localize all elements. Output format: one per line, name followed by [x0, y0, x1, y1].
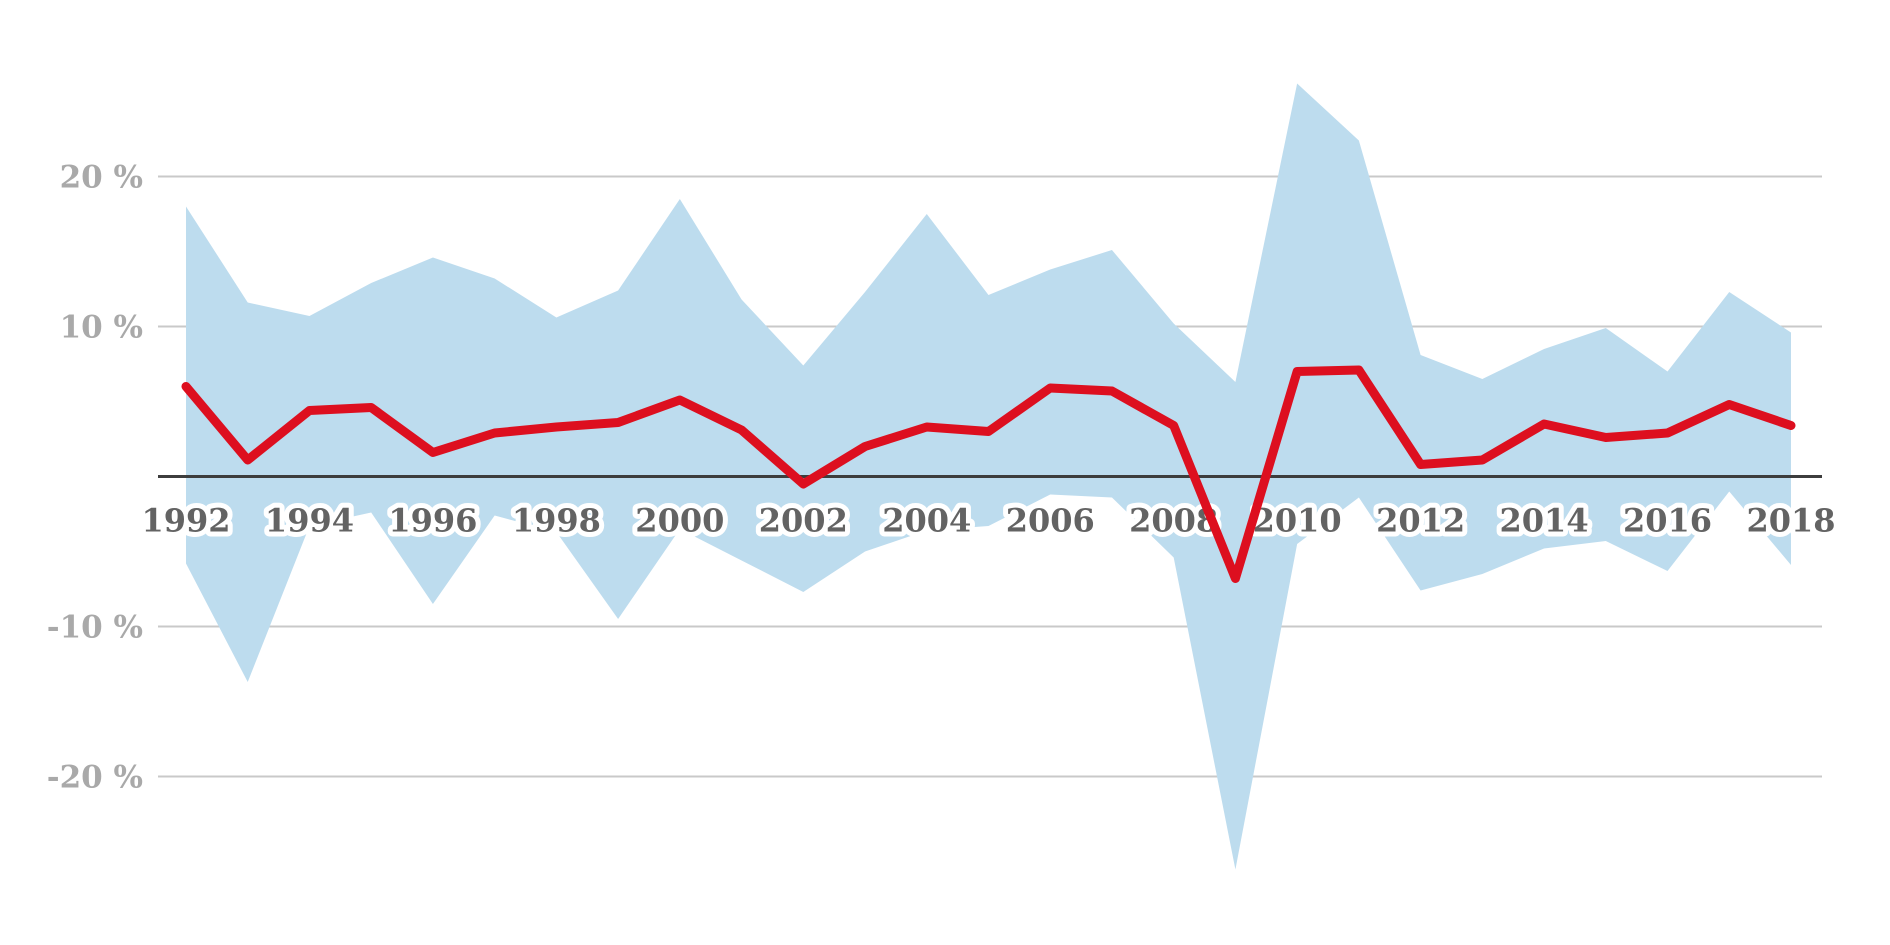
- value-line: [181, 365, 1796, 583]
- x-tick-label-2014: 2014: [1500, 502, 1589, 540]
- x-tick-label-1992: 1992: [141, 502, 230, 540]
- y-tick-label--20: -20 %: [47, 760, 143, 796]
- x-tick-label-2008: 2008: [1129, 502, 1218, 540]
- y-tick-label--10: -10 %: [47, 610, 143, 646]
- x-tick-label-1998: 1998: [512, 502, 601, 540]
- x-tick-label-2002: 2002: [759, 502, 848, 540]
- x-tick-label-2000: 2000: [635, 502, 724, 540]
- y-tick-label-10: 10 %: [60, 310, 143, 346]
- y-tick-label-20: 20 %: [60, 160, 143, 196]
- x-tick-label-1996: 1996: [388, 502, 477, 540]
- x-tick-label-2010: 2010: [1253, 502, 1342, 540]
- x-tick-label-2012: 2012: [1376, 502, 1465, 540]
- x-tick-label-2006: 2006: [1006, 502, 1095, 540]
- x-tick-label-2004: 2004: [882, 502, 971, 540]
- x-tick-label-2018: 2018: [1746, 502, 1835, 540]
- x-tick-label-2016: 2016: [1623, 502, 1712, 540]
- x-tick-label-1994: 1994: [265, 502, 354, 540]
